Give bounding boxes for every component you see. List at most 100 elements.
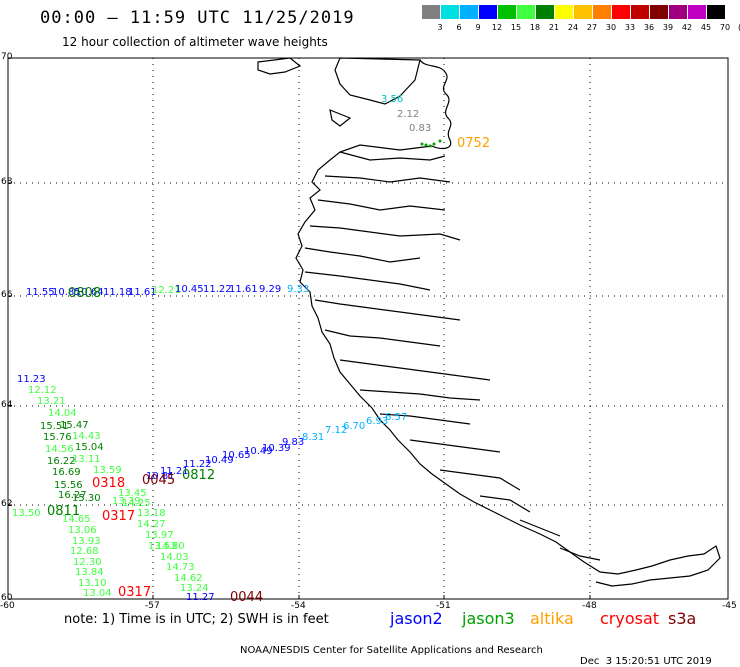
colorbar-tick-label: 33 [624, 23, 636, 32]
wave-height-label: 13.06 [68, 525, 97, 536]
wave-height-label: 13.39 [112, 496, 141, 507]
colorbar-tick-label: 27 [586, 23, 598, 32]
pass-time-label: 0044 [230, 590, 264, 605]
wave-height-label: 11.18 [103, 287, 132, 298]
wave-height-label: 14.80 [156, 541, 185, 552]
colorbar-swatch [631, 5, 650, 19]
credit-source: NOAA/NESDIS Center for Satellite Applica… [240, 645, 543, 656]
colorbar-tick-label: 45 [700, 23, 712, 32]
wave-height-label: 13.59 [93, 465, 122, 476]
colorbar-tick-label: 36 [643, 23, 655, 32]
wave-height-label: 11.61 [128, 287, 157, 298]
wave-height-label: 14.62 [174, 573, 203, 584]
wave-height-label: 13.10 [78, 578, 107, 589]
colorbar-swatch [707, 5, 726, 19]
pass-time-label: 0811 [47, 504, 81, 519]
map-frame [7, 57, 729, 600]
lon-label: -60 [0, 601, 15, 611]
wave-height-label: 14.04 [48, 408, 77, 419]
greenland-coastline [257, 57, 721, 587]
wave-height-label: 0.83 [409, 123, 432, 134]
lat-label: 66 [1, 290, 13, 300]
wave-height-label: 14.25 [122, 498, 151, 509]
colorbar-swatch [479, 5, 498, 19]
wave-height-label: 11.23 [17, 374, 46, 385]
wave-height-label: 13.24 [180, 583, 209, 594]
wave-height-label: 13.21 [37, 396, 66, 407]
lon-label: -54 [291, 601, 306, 611]
wave-height-label: 13.50 [12, 508, 41, 519]
colorbar-swatch [593, 5, 612, 19]
colorbar-tick-label: 30 [605, 23, 617, 32]
wave-height-label: 15.76 [43, 432, 72, 443]
wave-height-label: 13.18 [137, 508, 166, 519]
wave-height-label: 12.30 [73, 557, 102, 568]
colorbar-tick-label: 70 [719, 23, 731, 32]
wave-height-label: 10.45 [175, 284, 204, 295]
colorbar-tick-label: (ft) [734, 23, 740, 32]
wave-height-label: 6.70 [343, 421, 366, 432]
colorbar-swatch [669, 5, 688, 19]
wave-height-label: 16.69 [52, 467, 81, 478]
wave-height-label: 10.85 [52, 287, 81, 298]
colorbar-swatch [441, 5, 460, 19]
wave-height-label: 9.33 [287, 284, 310, 295]
wave-height-label: 14.56 [45, 444, 74, 455]
colorbar-tick-label: 12 [491, 23, 503, 32]
colorbar-tick-label: 9 [475, 23, 481, 32]
lon-label: -45 [722, 601, 737, 611]
wave-height-label: 9.83 [282, 437, 305, 448]
colorbar-tick-label: 18 [529, 23, 541, 32]
lat-label: 64 [1, 400, 13, 410]
wave-height-label: 12.68 [70, 546, 99, 557]
colorbar-swatch [460, 5, 479, 19]
wave-height-label: 15.47 [60, 420, 89, 431]
satellite-legend-item: s3a [668, 609, 697, 628]
lat-label: 70 [1, 52, 13, 62]
wave-height-label: 13.93 [72, 536, 101, 547]
wave-height-label: 12.21 [152, 285, 181, 296]
wave-height-label: 13.45 [118, 488, 147, 499]
colorbar-swatch [422, 5, 441, 19]
colorbar-swatch [536, 5, 555, 19]
colorbar-swatch [574, 5, 593, 19]
wave-height-label: 14.43 [72, 431, 101, 442]
colorbar-swatch [650, 5, 669, 19]
page-title: 00:00 — 11:59 UTC 11/25/2019 [40, 8, 355, 28]
wave-height-label: 14.27 [137, 519, 166, 530]
wave-height-label: 13.04 [83, 588, 112, 599]
wave-height-label: 10.64 [75, 287, 104, 298]
wave-height-label: 12.12 [28, 385, 57, 396]
wave-height-label: 11.22 [183, 459, 212, 470]
wave-height-label: 16.22 [47, 456, 76, 467]
satellite-legend-item: jason2 [390, 609, 443, 628]
lat-label: 60 [1, 593, 13, 603]
wave-height-label: 11.21 [160, 466, 189, 477]
page-subtitle: 12 hour collection of altimeter wave hei… [62, 35, 328, 49]
wave-height-label: 11.22 [203, 284, 232, 295]
wave-height-label: 15.56 [54, 480, 83, 491]
wave-height-label: 6.93 [366, 416, 389, 427]
pass-time-label: 0317 [118, 585, 152, 600]
wave-height-label: 7.12 [325, 425, 348, 436]
wave-height-label: 11.55 [26, 287, 55, 298]
wave-height-label: 8.31 [302, 432, 325, 443]
grid-lines [8, 58, 728, 599]
wave-height-label: 15.04 [75, 442, 104, 453]
wave-height-label: 3.56 [381, 94, 404, 105]
colorbar-tick-label: 15 [510, 23, 522, 32]
pass-time-label: 0812 [182, 468, 216, 483]
colorbar-tick-label: 3 [437, 23, 443, 32]
credit-line: NOAA/NESDIS Center for Satellite Applica… [0, 634, 740, 667]
credit-timestamp: Dec 3 15:20:51 UTC 2019 [580, 656, 712, 667]
satellite-legend-item: altika [530, 609, 574, 628]
colorbar-tick-label: 21 [548, 23, 560, 32]
wave-height-label: 14.65 [62, 514, 91, 525]
wave-height-label: 13.53 [148, 541, 177, 552]
colorbar-swatch [688, 5, 707, 19]
wave-height-label: 11.27 [186, 592, 215, 603]
colorbar-swatch [555, 5, 574, 19]
wave-height-label: 9.29 [259, 284, 282, 295]
track-dots [420, 139, 442, 148]
colorbar-swatch [517, 5, 536, 19]
